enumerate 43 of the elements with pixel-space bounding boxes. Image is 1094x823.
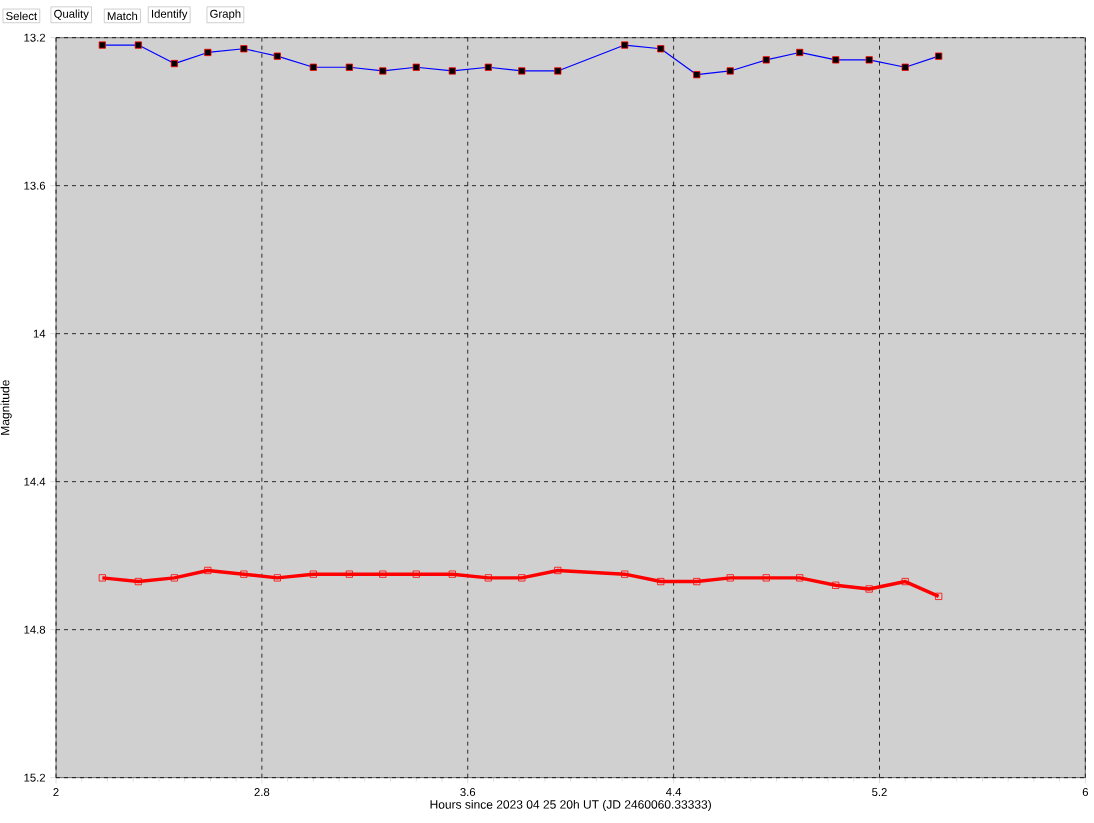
- point: [935, 592, 943, 600]
- x-axis-title: Hours since 2023 04 25 20h UT (JD 2460060.33333): [430, 799, 711, 812]
- point: [98, 574, 106, 582]
- point: [901, 577, 909, 586]
- x-tick-label: 2: [53, 788, 59, 796]
- point: [240, 570, 248, 578]
- y-tick-label: 14: [33, 329, 46, 338]
- point: [134, 577, 142, 586]
- x-tick-label: 3.6: [460, 788, 476, 797]
- point: [170, 574, 178, 582]
- point: [693, 577, 701, 586]
- y-tick-label: 14.8: [24, 625, 46, 634]
- point: [832, 581, 840, 589]
- y-tick-label: 13.6: [24, 181, 46, 190]
- y-axis-title: Magnitude: [0, 380, 12, 435]
- point: [621, 570, 629, 578]
- point: [518, 574, 526, 582]
- point: [448, 570, 456, 578]
- point: [865, 585, 873, 593]
- x-tick-label: 2.8: [254, 788, 270, 797]
- point: [412, 570, 420, 578]
- point: [345, 570, 353, 578]
- text: Match: [107, 11, 138, 21]
- y-tick-label: 14.4: [24, 477, 46, 486]
- point: [657, 577, 665, 586]
- point: [484, 574, 492, 582]
- x-tick-label: 6: [1082, 788, 1088, 797]
- point: [762, 574, 770, 582]
- x-tick-label: 5.2: [872, 788, 887, 797]
- x-tick-label: 4.4: [665, 788, 682, 796]
- point: [796, 574, 804, 582]
- text: Graph: [210, 9, 241, 21]
- point: [379, 570, 387, 578]
- text: Quality: [54, 9, 89, 21]
- point: [309, 570, 317, 578]
- y-tick-label: 13.2: [24, 33, 46, 42]
- text: Select: [6, 11, 38, 21]
- point: [273, 574, 281, 582]
- point: [554, 566, 562, 575]
- point: [204, 566, 212, 575]
- point: [726, 574, 734, 582]
- y-tick-label: 15.2: [24, 773, 46, 782]
- text: Identify: [151, 9, 188, 21]
